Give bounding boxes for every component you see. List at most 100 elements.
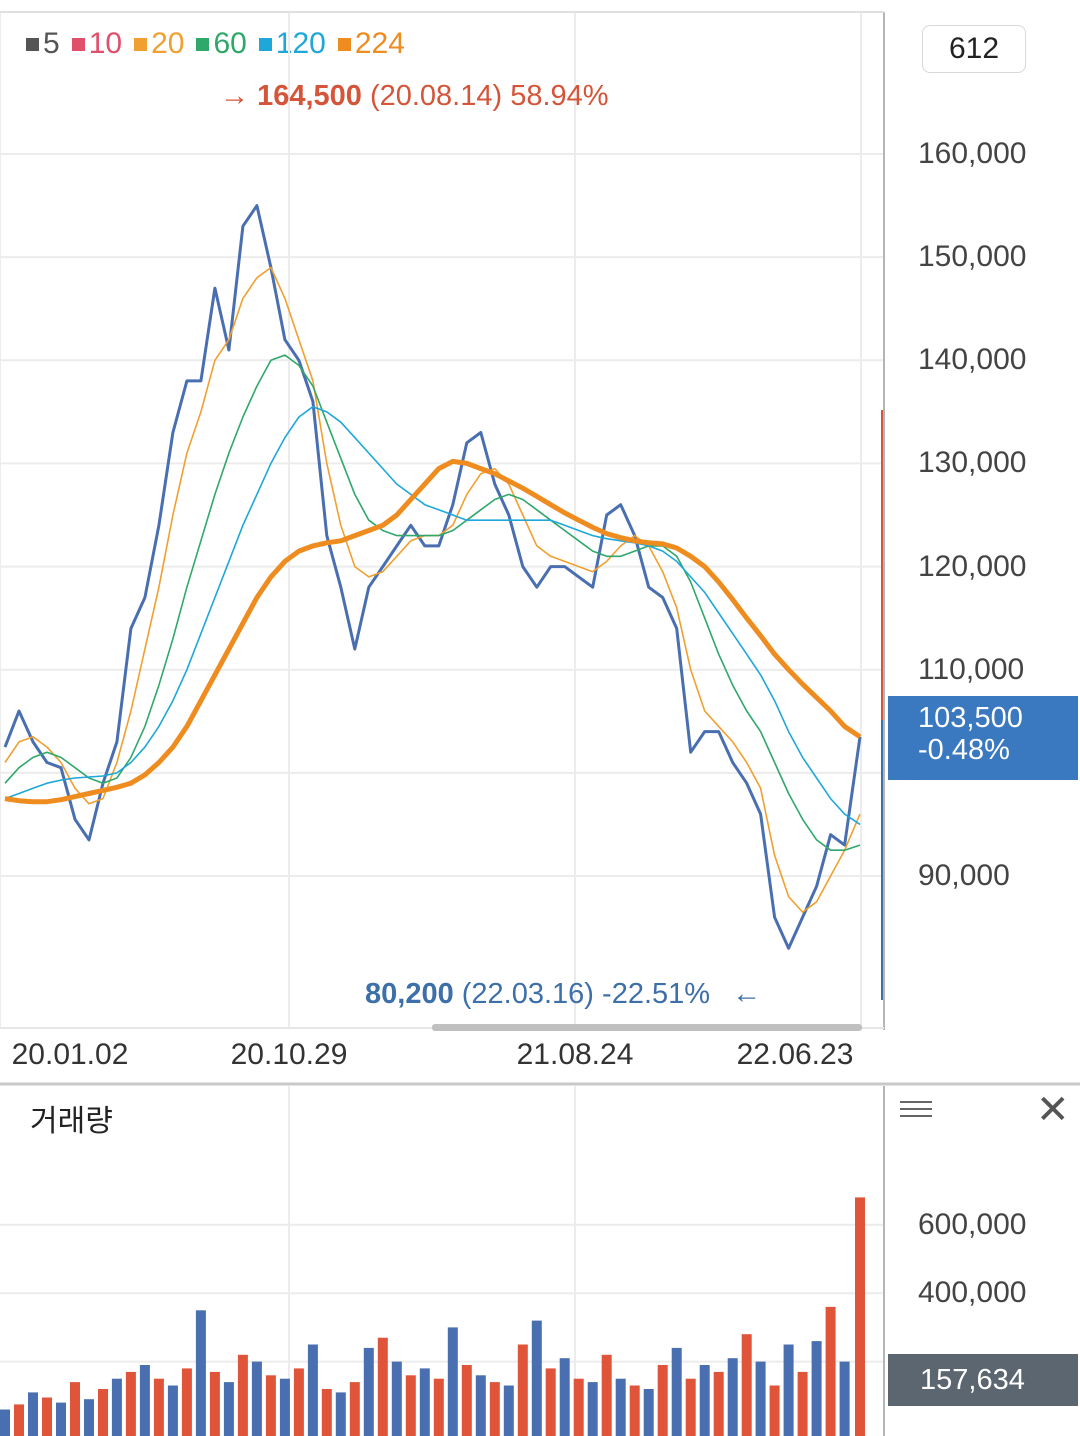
low-price: 80,200	[365, 978, 454, 1010]
legend-swatch	[134, 37, 148, 51]
volume-bar	[811, 1341, 822, 1436]
volume-bar	[237, 1354, 248, 1436]
low-annotation: 80,200 (22.03.16) -22.51% ←	[365, 978, 761, 1011]
volume-bar	[0, 1409, 10, 1436]
volume-tag-pointer	[888, 1354, 914, 1406]
volume-bar	[447, 1327, 458, 1436]
volume-bar	[195, 1310, 206, 1436]
y-tick-label: 110,000	[918, 652, 1025, 686]
legend-item-120[interactable]: 120	[258, 27, 326, 61]
volume-bar	[825, 1306, 836, 1436]
volume-bar	[279, 1378, 290, 1436]
volume-bar	[643, 1389, 654, 1436]
menu-icon[interactable]	[900, 1096, 932, 1126]
volume-bar	[531, 1320, 542, 1436]
volume-bar	[685, 1378, 696, 1436]
volume-bar	[433, 1378, 444, 1436]
high-pct: 58.94%	[510, 80, 609, 112]
x-tick-label: 22.06.23	[736, 1038, 854, 1071]
volume-bar	[251, 1361, 262, 1436]
close-icon[interactable]: ✕	[1036, 1088, 1070, 1132]
legend-label: 10	[88, 27, 123, 60]
volume-bar	[293, 1368, 304, 1436]
legend-swatch	[337, 37, 351, 51]
volume-bar	[265, 1375, 276, 1436]
volume-bar	[167, 1385, 178, 1436]
volume-y-tick-label: 600,000	[918, 1207, 1027, 1241]
legend-swatch	[258, 37, 272, 51]
volume-bar	[587, 1382, 598, 1436]
volume-bar	[405, 1375, 416, 1436]
legend-label: 5	[43, 27, 60, 60]
high-date: (20.08.14)	[369, 80, 503, 112]
volume-bar	[391, 1361, 402, 1436]
legend-item-20[interactable]: 20	[134, 27, 184, 61]
x-tick-label: 20.10.29	[230, 1038, 348, 1071]
volume-bar	[573, 1378, 584, 1436]
volume-chart	[0, 1086, 885, 1436]
volume-bar	[335, 1392, 346, 1436]
legend-label: 224	[354, 27, 405, 60]
volume-bar	[699, 1365, 710, 1436]
legend-label: 120	[275, 27, 326, 60]
current-volume-tag: 157,634	[888, 1354, 1078, 1406]
high-price: 164,500	[257, 80, 362, 112]
volume-title: 거래량	[30, 1105, 113, 1138]
volume-bar	[783, 1344, 794, 1436]
volume-bar	[307, 1344, 318, 1436]
y-tick-label: 160,000	[918, 137, 1027, 170]
volume-bar	[125, 1371, 136, 1436]
volume-bar	[111, 1378, 122, 1436]
chart-scrollbar	[432, 1024, 862, 1031]
volume-bar	[181, 1368, 192, 1436]
volume-bar	[56, 1402, 66, 1436]
volume-bar	[475, 1375, 486, 1436]
legend-item-60[interactable]: 60	[196, 27, 247, 61]
volume-bar	[28, 1392, 38, 1436]
arrow-right-icon: →	[220, 80, 249, 112]
volume-bar	[489, 1382, 500, 1436]
volume-bar	[755, 1361, 766, 1436]
legend-swatch	[196, 37, 210, 51]
volume-bar	[601, 1354, 612, 1436]
volume-bar	[839, 1361, 850, 1436]
period-count-box[interactable]: 612	[922, 25, 1026, 73]
x-tick-label: 21.08.24	[516, 1038, 634, 1071]
volume-bar	[223, 1382, 234, 1436]
high-annotation: → 164,500 (20.08.14) 58.94%	[220, 80, 609, 113]
low-date: (22.03.16)	[461, 978, 594, 1010]
current-change: -0.48%	[918, 734, 1010, 766]
volume-bar	[769, 1385, 780, 1436]
y-tick-label: 120,000	[918, 549, 1027, 583]
chart-legend: 5 10 20 60 120 224	[26, 24, 405, 64]
legend-item-10[interactable]: 10	[71, 27, 123, 61]
legend-item-5[interactable]: 5	[26, 27, 60, 61]
volume-bars	[0, 1197, 865, 1436]
legend-item-224[interactable]: 224	[337, 27, 405, 61]
current-price-tag: 103,500 -0.48%	[888, 696, 1078, 780]
price-series	[3, 204, 862, 950]
volume-bar	[139, 1365, 150, 1436]
volume-bar	[321, 1389, 332, 1436]
arrow-left-icon: ←	[732, 978, 762, 1010]
volume-y-tick-label: 400,000	[918, 1276, 1027, 1310]
volume-bar	[855, 1197, 865, 1436]
volume-bar	[545, 1368, 556, 1436]
current-price: 103,500	[918, 702, 1023, 734]
legend-swatch	[71, 37, 85, 51]
volume-bar	[363, 1347, 374, 1436]
volume-bar	[70, 1382, 80, 1436]
volume-bar	[153, 1378, 164, 1436]
series-line-5	[3, 204, 862, 950]
volume-bar	[713, 1371, 724, 1436]
volume-bar	[741, 1334, 752, 1436]
low-pct: -22.51%	[602, 978, 711, 1010]
volume-bar	[797, 1371, 808, 1436]
y-tick-label: 130,000	[918, 446, 1027, 480]
x-tick-label: 20.01.02	[11, 1038, 129, 1071]
y-tick-label: 150,000	[918, 240, 1027, 274]
volume-bar	[84, 1399, 94, 1436]
current-volume: 157,634	[920, 1364, 1025, 1396]
legend-swatch	[26, 37, 39, 51]
volume-bar	[517, 1344, 528, 1436]
